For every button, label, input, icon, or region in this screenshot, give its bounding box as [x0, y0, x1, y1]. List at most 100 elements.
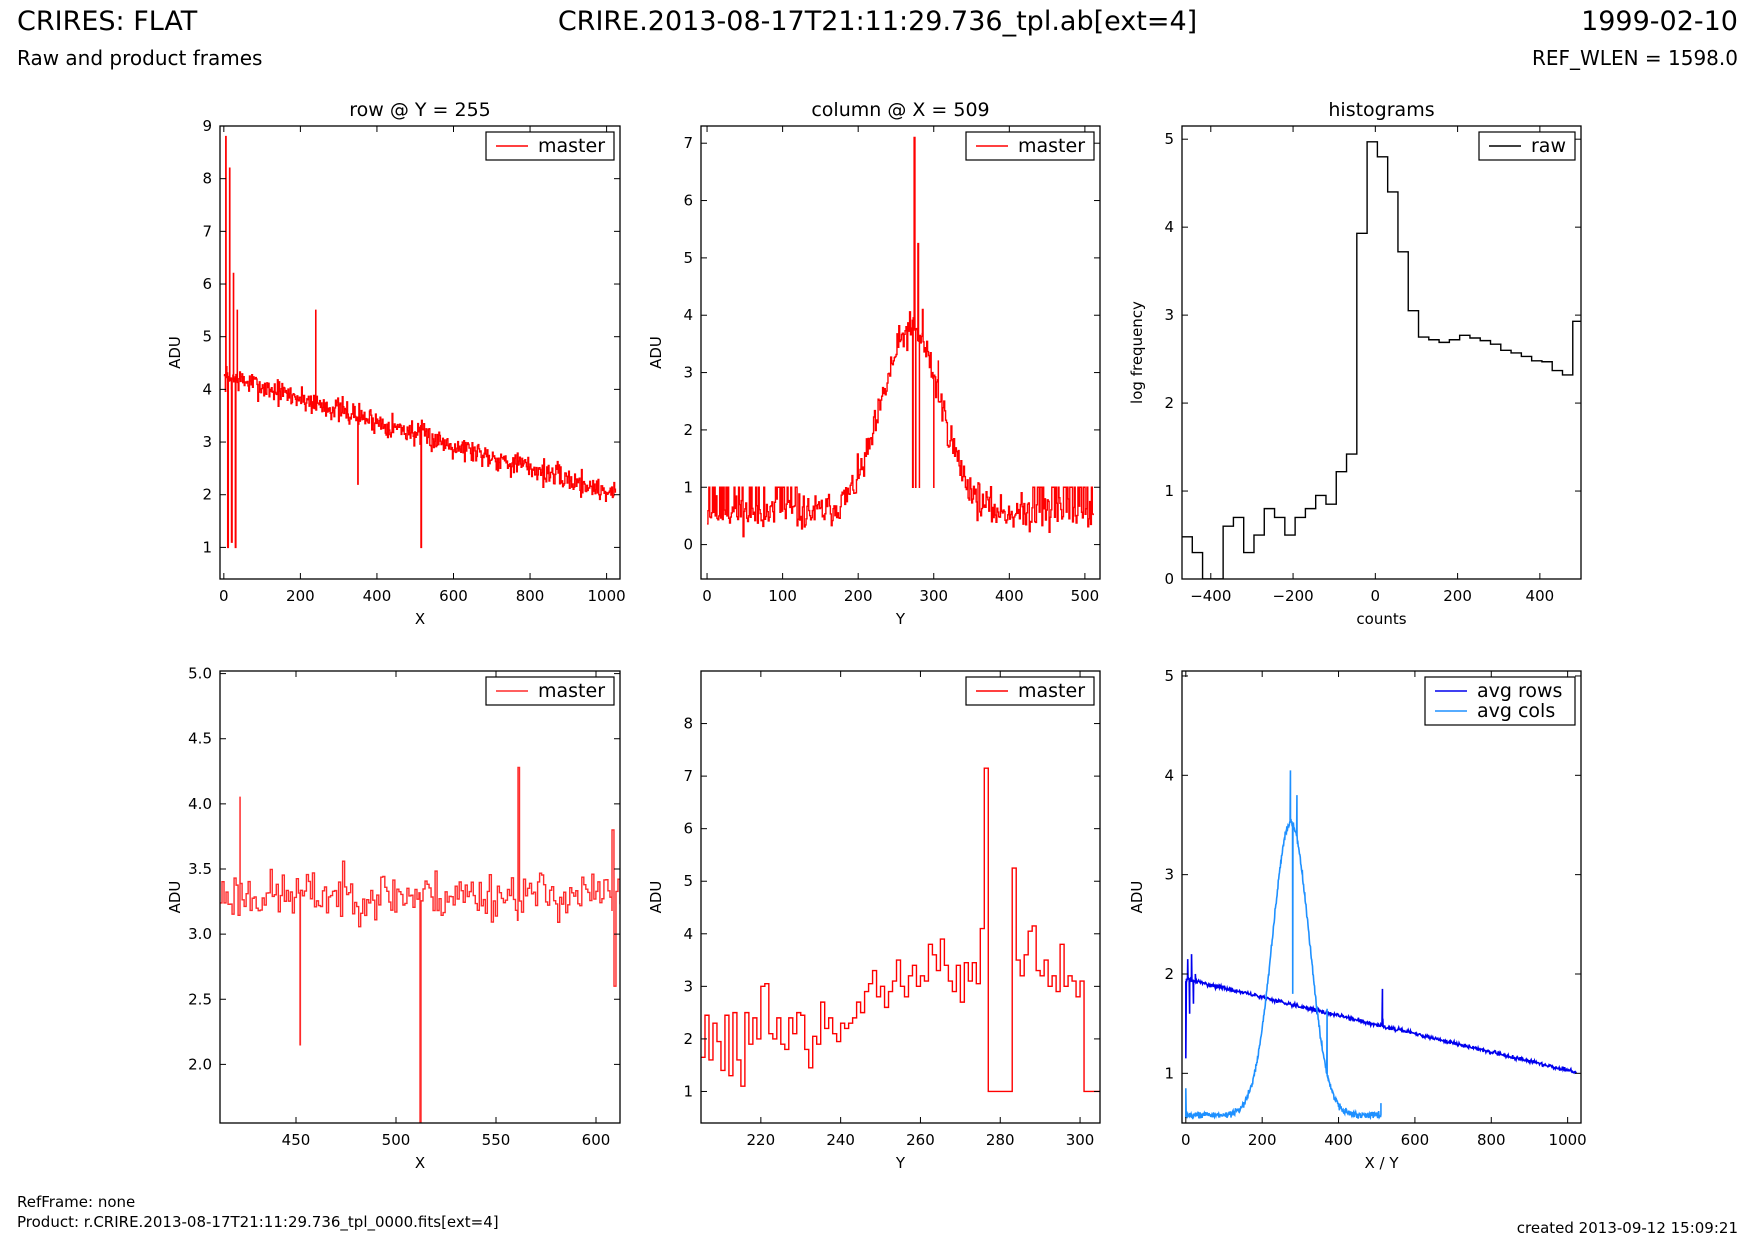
plot-frame [700, 670, 1101, 1124]
x-tick-label: 600 [439, 587, 468, 605]
x-tick-label: 500 [1071, 587, 1100, 605]
series-line-master [220, 766, 620, 1123]
y-tick-label: 2 [202, 486, 212, 504]
legend-label: master [538, 680, 605, 702]
legend-label: master [538, 135, 605, 157]
x-tick-label: 260 [906, 1131, 935, 1149]
created-label: created 2013-09-12 15:09:21 [1516, 1219, 1738, 1237]
y-tick-label: 1 [683, 478, 693, 496]
product-label: Product: r.CRIRE.2013-08-17T21:11:29.736… [17, 1213, 499, 1231]
x-tick-label: 1000 [1549, 1131, 1587, 1149]
y-tick-label: 2 [1164, 394, 1174, 412]
chart-p2: 0 100 200 300 400 500 0 1 2 3 4 5 6 7 column @ X = 509… [647, 99, 1101, 628]
y-axis-label: ADU [166, 881, 184, 914]
plot-frame [219, 125, 621, 580]
y-tick-label: 2 [683, 421, 693, 439]
ref-wlen-label: REF_WLEN = 1598.0 [1531, 46, 1738, 70]
x-axis-label: counts [1356, 610, 1406, 628]
y-axis-label: ADU [647, 336, 665, 369]
x-tick-label: 500 [382, 1131, 411, 1149]
legend-label: avg rows [1477, 680, 1562, 702]
x-tick-label: 0 [219, 587, 229, 605]
x-tick-label: 450 [282, 1131, 311, 1149]
x-tick-label: 0 [1371, 587, 1381, 605]
y-tick-label: 8 [202, 170, 212, 188]
y-tick-label: 1 [683, 1082, 693, 1100]
y-tick-label: 5 [683, 249, 693, 267]
plot-frame [700, 125, 1101, 580]
y-tick-label: 5.0 [188, 665, 212, 683]
y-axis-label: log frequency [1128, 301, 1146, 404]
chart-p4: 450 500 550 600 2.0 2.5 3.0 3.5 4.0 4.5 5.0 X ADU mas… [166, 665, 621, 1172]
y-tick-label: 4 [683, 306, 693, 324]
x-tick-label: 400 [1324, 1131, 1353, 1149]
series-line-raw [1182, 141, 1581, 579]
series-line-master [701, 767, 1100, 1093]
y-tick-label: 3.5 [188, 860, 212, 878]
plot-frame [1181, 125, 1582, 580]
x-tick-label: 0 [702, 587, 712, 605]
chart-p6: 0 200 400 600 800 1000 1 2 3 4 5 X / Y ADU avg rowsav… [1128, 667, 1587, 1172]
x-axis-label: X [415, 1154, 425, 1172]
x-axis-label: Y [895, 1154, 906, 1172]
legend-box [1424, 676, 1576, 726]
x-tick-label: 400 [995, 587, 1024, 605]
y-tick-label: 1 [1164, 1064, 1174, 1082]
series-line-master [707, 136, 1094, 538]
x-tick-label: 220 [747, 1131, 776, 1149]
y-tick-label: 7 [202, 222, 212, 240]
x-tick-label: −400 [1190, 587, 1231, 605]
y-tick-label: 0 [1164, 570, 1174, 588]
y-tick-label: 7 [683, 134, 693, 152]
y-tick-label: 3 [683, 364, 693, 382]
x-tick-label: 600 [582, 1131, 611, 1149]
y-axis-label: ADU [166, 336, 184, 369]
y-tick-label: 8 [683, 715, 693, 733]
legend-label: avg cols [1477, 700, 1555, 722]
y-tick-label: 4.0 [188, 795, 212, 813]
x-tick-label: 400 [363, 587, 392, 605]
x-tick-label: 200 [286, 587, 315, 605]
x-tick-label: 400 [1526, 587, 1555, 605]
y-tick-label: 9 [202, 117, 212, 135]
y-tick-label: 2.5 [188, 990, 212, 1008]
x-axis-label: Y [895, 610, 906, 628]
x-tick-label: 300 [919, 587, 948, 605]
plot-frame [219, 670, 621, 1124]
x-tick-label: 600 [1401, 1131, 1430, 1149]
legend-label: raw [1531, 135, 1566, 157]
x-axis-label: X / Y [1364, 1154, 1399, 1172]
chart-title: column @ X = 509 [811, 99, 989, 121]
x-tick-label: 0 [1181, 1131, 1191, 1149]
chart-title: histograms [1328, 99, 1434, 121]
date-label: 1999-02-10 [1581, 6, 1738, 37]
x-tick-label: 280 [986, 1131, 1015, 1149]
y-tick-label: 6 [202, 275, 212, 293]
legend-label: master [1018, 135, 1085, 157]
y-axis-label: ADU [1128, 881, 1146, 914]
x-tick-label: 200 [1443, 587, 1472, 605]
y-tick-label: 4 [202, 380, 212, 398]
y-tick-label: 3 [683, 977, 693, 995]
y-tick-label: 5 [1164, 130, 1174, 148]
figure-title: CRIRES: FLAT [17, 6, 198, 37]
y-tick-label: 6 [683, 192, 693, 210]
x-tick-label: 240 [826, 1131, 855, 1149]
x-tick-label: 200 [1248, 1131, 1277, 1149]
chart-p5: 220 240 260 280 300 1 2 3 4 5 6 7 8 Y ADU master [647, 670, 1101, 1172]
y-tick-label: 0 [683, 536, 693, 554]
y-tick-label: 3 [1164, 866, 1174, 884]
file-title: CRIRE.2013-08-17T21:11:29.736_tpl.ab[ext… [557, 6, 1198, 37]
chart-p3: −400 −200 0 200 400 0 1 2 3 4 5 histograms counts log… [1128, 99, 1582, 628]
y-tick-label: 2.0 [188, 1055, 212, 1073]
y-tick-label: 2 [683, 1030, 693, 1048]
y-tick-label: 4 [1164, 766, 1174, 784]
y-tick-label: 4 [683, 925, 693, 943]
figure-subtitle: Raw and product frames [17, 46, 263, 70]
y-tick-label: 7 [683, 767, 693, 785]
y-axis-label: ADU [647, 881, 665, 914]
refframe-label: RefFrame: none [17, 1193, 136, 1211]
chart-p1: 0 200 400 600 800 1000 1 2 3 4 5 6 7 8 9 row @ Y = 255 X… [166, 99, 626, 628]
y-tick-label: 5 [683, 872, 693, 890]
